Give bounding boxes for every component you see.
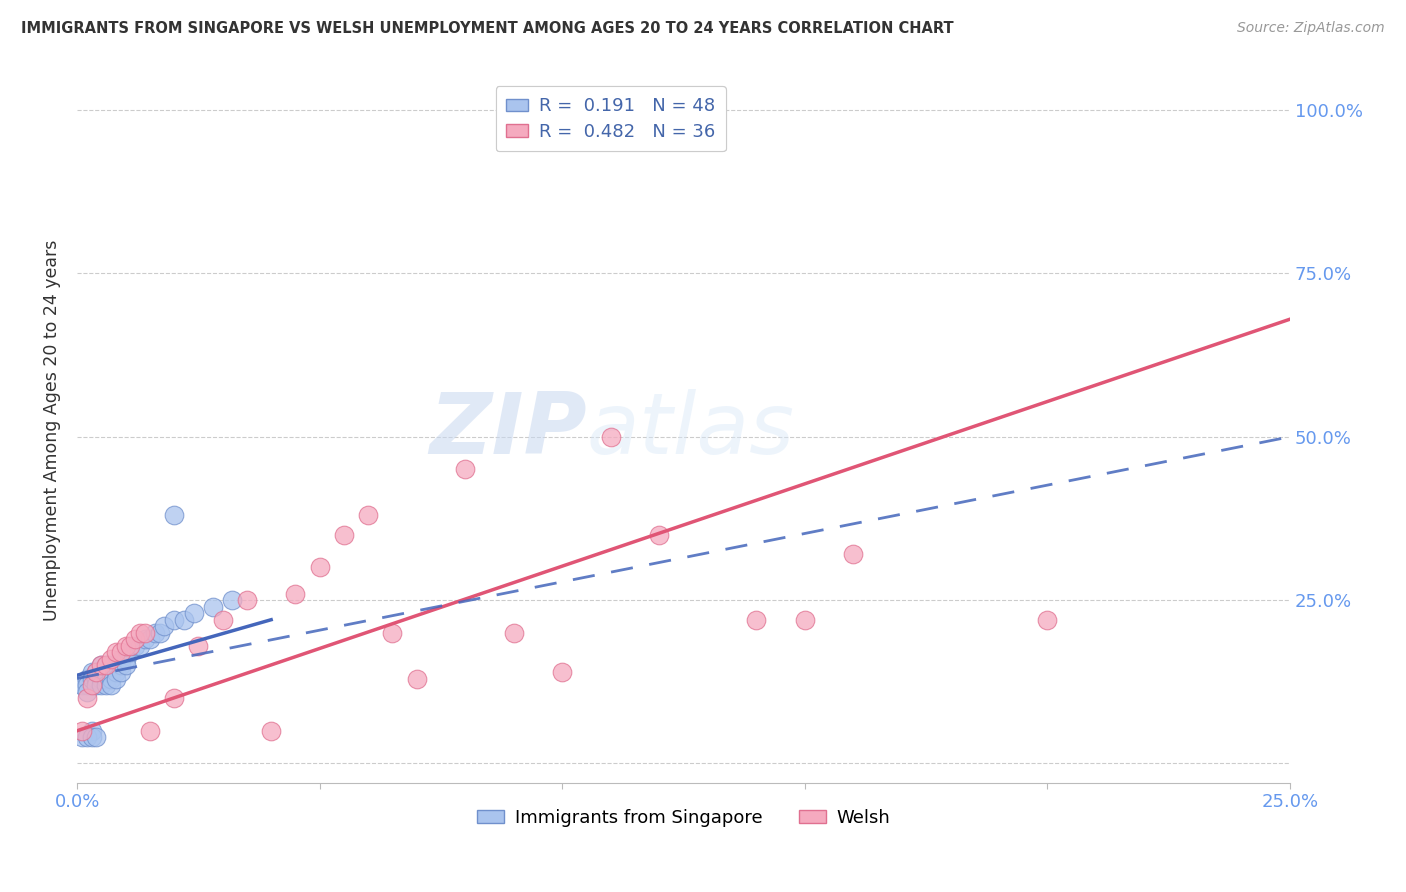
Point bbox=[96, 658, 118, 673]
Point bbox=[139, 632, 162, 647]
Point bbox=[114, 639, 136, 653]
Point bbox=[96, 658, 118, 673]
Point bbox=[134, 625, 156, 640]
Point bbox=[124, 632, 146, 647]
Point bbox=[187, 639, 209, 653]
Point bbox=[793, 613, 815, 627]
Point bbox=[120, 639, 142, 653]
Point bbox=[100, 652, 122, 666]
Point bbox=[1036, 613, 1059, 627]
Point bbox=[90, 665, 112, 679]
Point bbox=[100, 672, 122, 686]
Point bbox=[76, 672, 98, 686]
Point bbox=[405, 672, 427, 686]
Point bbox=[100, 678, 122, 692]
Point bbox=[80, 678, 103, 692]
Point bbox=[86, 665, 108, 679]
Point bbox=[90, 658, 112, 673]
Point bbox=[76, 678, 98, 692]
Point bbox=[70, 678, 93, 692]
Point bbox=[70, 731, 93, 745]
Point bbox=[236, 593, 259, 607]
Point bbox=[80, 672, 103, 686]
Y-axis label: Unemployment Among Ages 20 to 24 years: Unemployment Among Ages 20 to 24 years bbox=[44, 240, 60, 621]
Point bbox=[183, 606, 205, 620]
Point bbox=[143, 625, 166, 640]
Point bbox=[86, 678, 108, 692]
Point bbox=[599, 430, 621, 444]
Point bbox=[114, 652, 136, 666]
Point bbox=[110, 645, 132, 659]
Point bbox=[648, 528, 671, 542]
Point bbox=[163, 508, 186, 523]
Point bbox=[745, 613, 768, 627]
Point bbox=[260, 723, 283, 738]
Point bbox=[153, 619, 176, 633]
Point bbox=[76, 684, 98, 698]
Point bbox=[134, 632, 156, 647]
Point bbox=[110, 658, 132, 673]
Legend: Immigrants from Singapore, Welsh: Immigrants from Singapore, Welsh bbox=[470, 802, 897, 834]
Point bbox=[139, 723, 162, 738]
Point bbox=[104, 645, 127, 659]
Point bbox=[211, 613, 233, 627]
Point bbox=[284, 586, 307, 600]
Point bbox=[124, 639, 146, 653]
Point bbox=[173, 613, 195, 627]
Text: atlas: atlas bbox=[586, 389, 794, 472]
Point bbox=[96, 672, 118, 686]
Text: ZIP: ZIP bbox=[429, 389, 586, 472]
Point bbox=[96, 665, 118, 679]
Point bbox=[333, 528, 356, 542]
Point bbox=[110, 665, 132, 679]
Point bbox=[76, 691, 98, 706]
Point bbox=[86, 731, 108, 745]
Point bbox=[100, 658, 122, 673]
Point bbox=[129, 625, 152, 640]
Point bbox=[90, 678, 112, 692]
Point bbox=[104, 672, 127, 686]
Point bbox=[357, 508, 380, 523]
Point bbox=[80, 665, 103, 679]
Point bbox=[70, 723, 93, 738]
Point bbox=[163, 691, 186, 706]
Point bbox=[104, 658, 127, 673]
Point bbox=[120, 645, 142, 659]
Point bbox=[221, 593, 243, 607]
Point bbox=[201, 599, 224, 614]
Point bbox=[842, 547, 865, 561]
Point bbox=[163, 613, 186, 627]
Point bbox=[148, 625, 170, 640]
Point bbox=[90, 672, 112, 686]
Point bbox=[76, 731, 98, 745]
Point bbox=[551, 665, 574, 679]
Point bbox=[502, 625, 524, 640]
Text: IMMIGRANTS FROM SINGAPORE VS WELSH UNEMPLOYMENT AMONG AGES 20 TO 24 YEARS CORREL: IMMIGRANTS FROM SINGAPORE VS WELSH UNEMP… bbox=[21, 21, 953, 36]
Point bbox=[80, 723, 103, 738]
Point bbox=[86, 665, 108, 679]
Point bbox=[96, 678, 118, 692]
Point bbox=[90, 658, 112, 673]
Text: Source: ZipAtlas.com: Source: ZipAtlas.com bbox=[1237, 21, 1385, 35]
Point bbox=[80, 731, 103, 745]
Point bbox=[308, 560, 330, 574]
Point bbox=[114, 658, 136, 673]
Point bbox=[104, 665, 127, 679]
Point bbox=[454, 462, 477, 476]
Point bbox=[129, 639, 152, 653]
Point bbox=[86, 672, 108, 686]
Point bbox=[100, 665, 122, 679]
Point bbox=[110, 652, 132, 666]
Point bbox=[381, 625, 404, 640]
